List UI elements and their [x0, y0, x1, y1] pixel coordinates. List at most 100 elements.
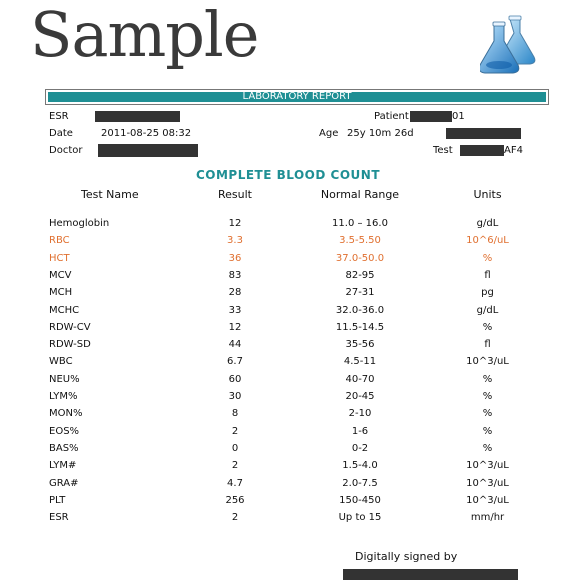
- test-name-cell: RDW-SD: [49, 339, 91, 351]
- test-name-cell: MCH: [49, 287, 73, 299]
- normal-range-cell: 35-56: [345, 339, 375, 351]
- signature-redaction: [343, 569, 518, 580]
- section-title: COMPLETE BLOOD COUNT: [195, 168, 381, 182]
- doctor-label: Doctor: [49, 145, 83, 156]
- normal-range-cell: 4.5-11: [343, 356, 377, 368]
- result-cell: 2: [231, 460, 239, 472]
- result-cell: 2: [231, 512, 239, 524]
- normal-range-cell: 3.5-5.50: [339, 235, 381, 247]
- normal-range-cell: 1-6: [351, 425, 369, 437]
- units-cell: %: [482, 321, 493, 333]
- table-row: GRA# 4.7 2.0-7.5 10^3/uL: [0, 478, 576, 492]
- result-cell: 0: [231, 442, 239, 454]
- normal-range-cell: 0-2: [351, 442, 369, 454]
- patient-label: Patient: [374, 111, 409, 122]
- table-row: RBC 3.3 3.5-5.50 10^6/uL: [0, 235, 576, 249]
- units-cell: pg: [481, 287, 494, 299]
- normal-range-cell: 150-450: [339, 494, 381, 506]
- report-banner: LABORATORY REPORT: [45, 89, 549, 105]
- normal-range-cell: Up to 15: [338, 512, 382, 524]
- normal-range-cell: 2.0-7.5: [342, 477, 378, 489]
- age-value: 25y 10m 26d: [347, 128, 414, 139]
- units-cell: mm/hr: [470, 512, 505, 524]
- result-cell: 3.3: [227, 235, 243, 247]
- table-row: BAS% 0 0-2%: [0, 443, 576, 457]
- units-cell: 10^3/uL: [466, 460, 509, 472]
- result-cell: 256: [225, 494, 245, 506]
- result-cell: 36: [228, 252, 242, 264]
- doctor-redaction: [98, 144, 198, 157]
- result-cell: 12: [228, 321, 242, 333]
- table-row: RDW-SD 44 35-56 fl: [0, 339, 576, 353]
- result-cell: 4.7: [227, 477, 243, 489]
- normal-range-cell: 32.0-36.0: [335, 304, 385, 316]
- normal-range-cell: 1.5-4.0: [342, 460, 378, 472]
- flask-icon: [480, 15, 536, 74]
- table-row: EOS% 2 1-6%: [0, 426, 576, 440]
- normal-range-cell: 11.0 – 16.0: [332, 218, 388, 229]
- table-row: MON% 8 2-10%: [0, 408, 576, 422]
- units-cell: g/dL: [476, 218, 499, 229]
- test-name-cell: PLT: [49, 494, 66, 506]
- result-cell: 44: [228, 339, 242, 351]
- test-name-cell: MCV: [49, 269, 72, 281]
- test-name-cell: EOS%: [49, 425, 80, 437]
- result-cell: 83: [228, 269, 242, 281]
- result-cell: 8: [231, 408, 239, 420]
- name-redaction: [95, 111, 180, 122]
- table-row: HCT 36 37.0-50.0%: [0, 253, 576, 267]
- units-cell: 10^6/uL: [466, 235, 509, 247]
- test-name-cell: ESR: [49, 512, 69, 524]
- units-cell: %: [482, 442, 493, 454]
- result-cell: 30: [228, 391, 242, 402]
- patient-id-suffix: 01: [452, 111, 465, 122]
- test-name-cell: HCT: [49, 252, 70, 264]
- units-cell: %: [482, 408, 493, 420]
- test-name-cell: RBC: [49, 235, 70, 247]
- normal-range-cell: 11.5-14.5: [335, 321, 385, 333]
- age-label: Age: [319, 128, 339, 139]
- normal-range-cell: 20-45: [345, 391, 375, 402]
- date-label: Date: [49, 128, 73, 139]
- units-cell: %: [482, 373, 493, 385]
- result-cell: 6.7: [227, 356, 243, 368]
- normal-range-cell: 27-31: [345, 287, 375, 299]
- test-name-cell: WBC: [49, 356, 73, 368]
- test-id-redaction: [460, 145, 504, 156]
- units-cell: fl: [484, 339, 491, 351]
- result-cell: 28: [228, 287, 242, 299]
- test-name-cell: LYM#: [49, 460, 77, 472]
- table-row: Hemoglobin 12 11.0 – 16.0 g/dL: [0, 218, 576, 232]
- normal-range-cell: 37.0-50.0: [335, 252, 385, 264]
- test-label: Test: [433, 145, 453, 156]
- sample-watermark: Sample: [30, 0, 259, 71]
- units-cell: %: [482, 391, 493, 402]
- test-id-suffix: AF4: [504, 145, 523, 156]
- table-row: ESR 2 Up to 15 mm/hr: [0, 512, 576, 526]
- table-row: WBC 6.7 4.5-11 10^3/uL: [0, 356, 576, 370]
- result-cell: 12: [228, 218, 242, 229]
- table-row: NEU% 60 40-70%: [0, 374, 576, 388]
- units-cell: %: [482, 425, 493, 437]
- table-row: LYM# 2 1.5-4.0 10^3/uL: [0, 460, 576, 474]
- units-cell: 10^3/uL: [466, 477, 509, 489]
- units-cell: fl: [484, 269, 491, 281]
- units-cell: 10^3/uL: [466, 356, 509, 368]
- test-name-cell: NEU%: [49, 373, 80, 385]
- name-label: ESR: [49, 111, 69, 122]
- test-name-cell: RDW-CV: [49, 321, 91, 333]
- table-row: LYM% 30 20-45%: [0, 391, 576, 405]
- report-title: LABORATORY REPORT: [48, 92, 546, 102]
- test-name-cell: Hemoglobin: [49, 218, 110, 229]
- table-row: MCHC 33 32.0-36.0 g/dL: [0, 305, 576, 319]
- result-cell: 60: [228, 373, 242, 385]
- result-cell: 2: [231, 425, 239, 437]
- normal-range-cell: 2-10: [348, 408, 372, 420]
- table-row: MCH 28 27-31 pg: [0, 287, 576, 301]
- table-row: PLT 256 150-450 10^3/uL: [0, 495, 576, 509]
- patient-id-redaction: [410, 111, 452, 122]
- date-value: 2011-08-25 08:32: [101, 128, 192, 139]
- col-header-result: Result: [218, 188, 252, 201]
- col-header-test-name: Test Name: [81, 188, 139, 201]
- test-name-cell: GRA#: [49, 477, 79, 489]
